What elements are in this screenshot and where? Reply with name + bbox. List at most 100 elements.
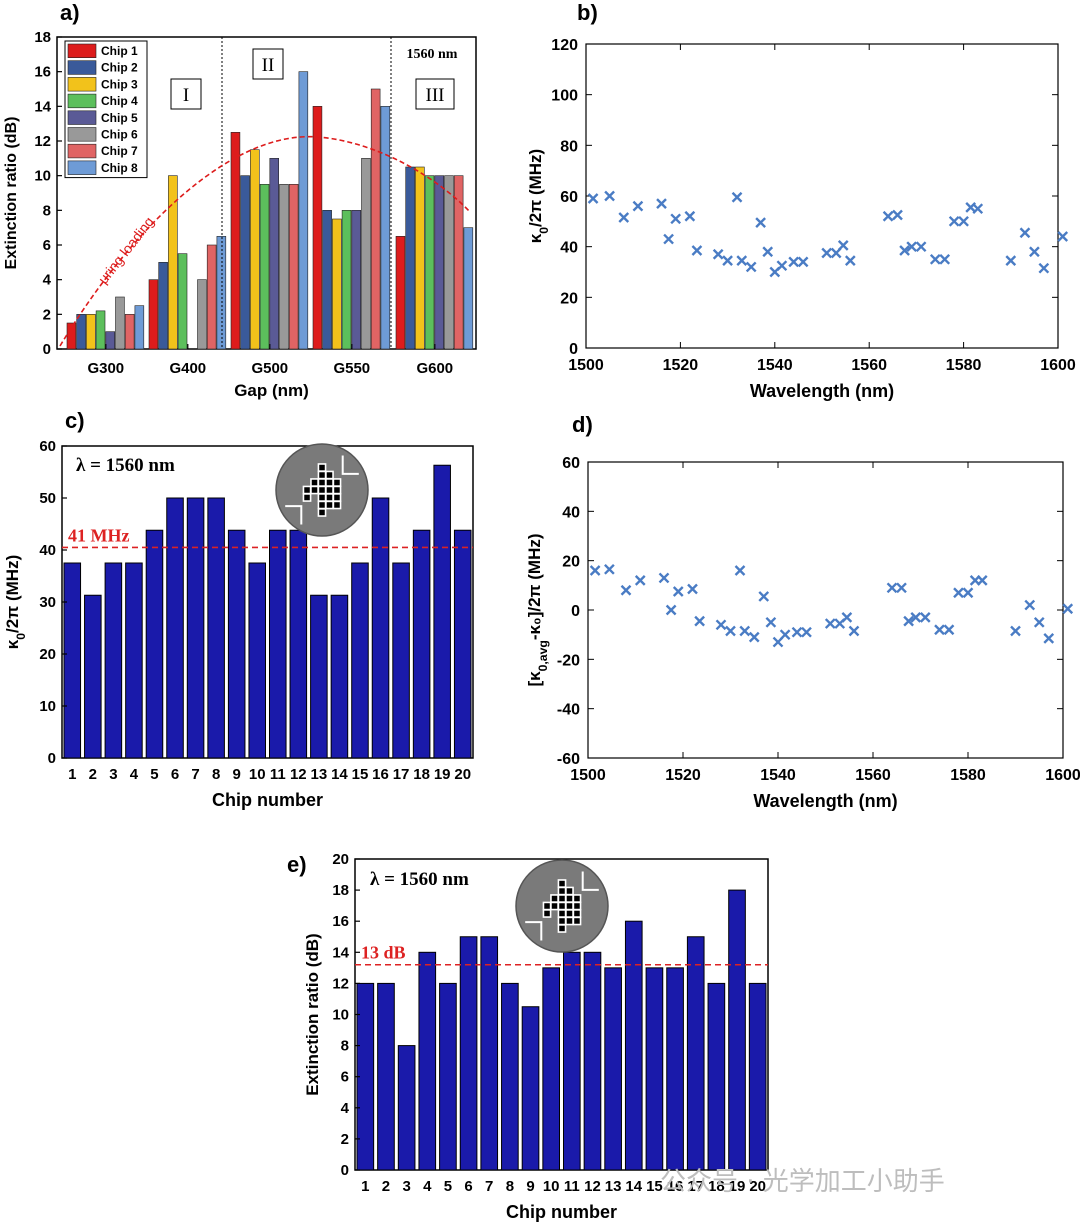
y-tick-label: 6 xyxy=(43,237,51,254)
data-point xyxy=(604,190,615,202)
chip-icon-cell xyxy=(572,909,582,918)
data-point xyxy=(1057,231,1069,242)
region-box xyxy=(415,78,455,110)
y-tick-label: 20 xyxy=(562,554,580,571)
bar-chip-18 xyxy=(412,529,431,759)
bar-chip-8-g400 xyxy=(216,236,227,350)
legend-entry: Chip 3 xyxy=(101,77,138,91)
data-point xyxy=(658,572,670,584)
y-axis-label: Extinction ratio (dB) xyxy=(3,117,20,270)
bar-chip-4 xyxy=(125,562,143,759)
region-box xyxy=(252,48,284,80)
bar-chip-11 xyxy=(269,529,287,759)
y-tick-label: 0 xyxy=(571,603,580,620)
x-tick-label: 4 xyxy=(130,766,139,783)
x-tick-label: 6 xyxy=(464,1178,472,1195)
bar-chip-1-g500 xyxy=(230,132,241,350)
x-tick-label: G600 xyxy=(416,360,453,377)
y-tick-label: 20 xyxy=(332,851,349,868)
bar-chip-12 xyxy=(583,951,602,1171)
bar-chip-5-g600 xyxy=(434,175,444,350)
chip-icon-cell xyxy=(565,886,574,896)
legend-swatch xyxy=(67,77,97,92)
data-point xyxy=(943,624,955,636)
bar-chip-4-g400 xyxy=(177,253,188,350)
chip-icon-cell xyxy=(557,924,567,933)
bar-chip-7-g500 xyxy=(288,184,299,350)
chip-icon-cell xyxy=(557,879,567,888)
data-point xyxy=(1019,227,1031,239)
wavelength-annotation: λ = 1560 nm xyxy=(76,455,175,476)
y-tick-label: -40 xyxy=(557,702,580,719)
y-tick-label: -60 xyxy=(557,751,580,768)
chip-layout-icon xyxy=(515,859,609,953)
panel-e-extinction-per-chip: e)1 2 3 4 5 6 7 8 9 10 11 12 13 14 15 16 17 18 19 200246810… xyxy=(287,851,769,1222)
bar-chip-19 xyxy=(728,889,746,1171)
data-point xyxy=(632,200,644,212)
data-point xyxy=(736,255,748,266)
y-tick-label: 100 xyxy=(551,88,578,105)
x-tick-label: 2 xyxy=(382,1178,390,1195)
data-point xyxy=(841,612,853,623)
bar-chip-2-g600 xyxy=(405,166,415,350)
bar-chip-7-g550 xyxy=(370,88,381,350)
wavelength-annotation: 1560 nm xyxy=(407,47,458,62)
legend-swatch xyxy=(67,143,97,159)
x-tick-label: 16 xyxy=(667,1178,684,1195)
y-tick-label: 30 xyxy=(39,594,56,611)
legend-entry: Chip 8 xyxy=(101,161,138,175)
x-tick-label: 1580 xyxy=(950,767,986,784)
bar-chip-5 xyxy=(145,529,164,759)
bar-chip-14 xyxy=(330,594,349,759)
data-point xyxy=(976,575,988,586)
wavelength-annotation: λ = 1560 nm xyxy=(370,869,469,890)
x-axis-label: Wavelength (nm) xyxy=(753,791,897,811)
bar-chip-9 xyxy=(521,1006,540,1171)
bar-chip-3-g300 xyxy=(86,314,96,350)
x-tick-label: 20 xyxy=(454,766,471,783)
bar-chip-3 xyxy=(397,1045,416,1171)
data-point xyxy=(755,217,766,228)
data-point xyxy=(589,565,601,576)
chip-icon-cell xyxy=(565,909,574,918)
bar-chip-1 xyxy=(63,562,82,759)
chip-icon-cell xyxy=(325,500,334,510)
legend-swatch xyxy=(67,43,97,58)
chip-icon-cell xyxy=(557,916,567,926)
bar-chip-6-g400 xyxy=(197,279,207,350)
bar-chip-8 xyxy=(207,497,225,759)
chip-icon-cell xyxy=(542,901,552,911)
bar-chip-8-g300 xyxy=(134,305,145,350)
data-point xyxy=(910,612,922,623)
x-tick-label: 10 xyxy=(249,766,266,783)
bar-chip-4-g550 xyxy=(341,210,352,350)
bar-chip-2 xyxy=(84,594,102,759)
data-point xyxy=(722,255,733,266)
chip-icon-cell xyxy=(542,909,552,918)
x-tick-label: 5 xyxy=(444,1178,452,1195)
x-tick-label: 19 xyxy=(729,1178,746,1195)
bar-chip-8-g500 xyxy=(298,71,309,350)
y-tick-label: 20 xyxy=(560,290,578,307)
y-tick-label: 40 xyxy=(562,504,580,521)
y-tick-label: 18 xyxy=(34,29,51,46)
bar-chip-7 xyxy=(186,497,205,759)
y-tick-label: 120 xyxy=(551,37,578,54)
chip-icon-waveguide xyxy=(581,871,599,891)
bar-chip-7-g300 xyxy=(124,314,135,350)
x-tick-label: 8 xyxy=(506,1178,514,1195)
y-tick-label: 14 xyxy=(34,98,51,115)
data-point xyxy=(691,245,703,256)
data-point xyxy=(801,626,812,638)
panel-label: d) xyxy=(572,412,593,437)
bar-chip-18 xyxy=(707,982,726,1171)
bar-chip-19 xyxy=(433,464,451,759)
x-tick-label: 1540 xyxy=(757,357,793,374)
bar-chip-5-g500 xyxy=(269,158,279,350)
chip-icon-cell xyxy=(572,916,582,926)
panel-c-kappa0-per-chip: c)1 2 3 4 5 6 7 8 9 10 11 12 13 14 15 16 17 18 19 200102030… xyxy=(3,408,474,810)
data-point xyxy=(948,215,960,227)
chip-icon-cell xyxy=(550,894,559,903)
bar-chip-8-g550 xyxy=(380,106,391,350)
